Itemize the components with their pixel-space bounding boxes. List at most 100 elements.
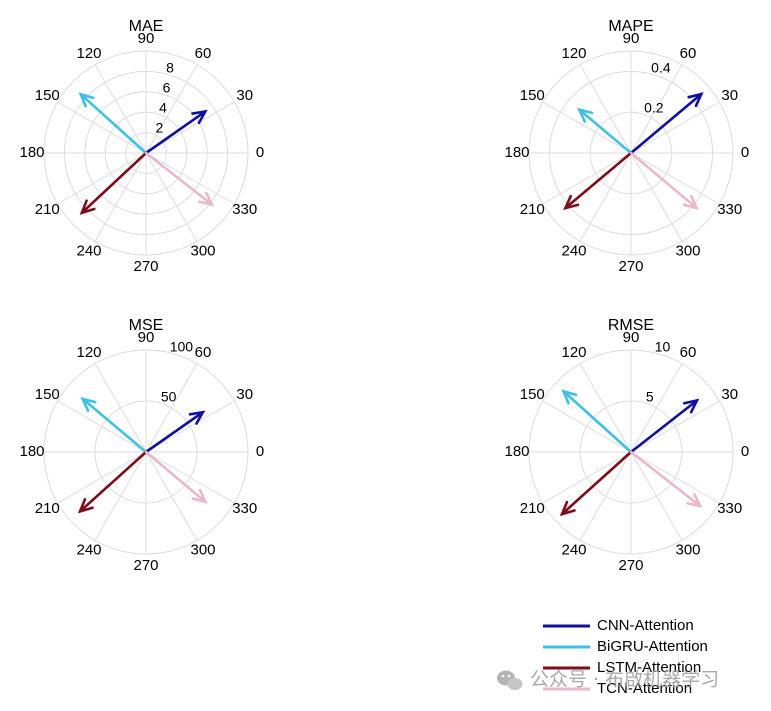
grid-spoke (542, 400, 632, 453)
angle-tick-label: 90 (138, 30, 155, 47)
arrow-lstm-attention (563, 151, 633, 210)
wechat-icon (497, 670, 523, 690)
angle-tick-label: 210 (35, 500, 60, 517)
radial-tick-label: 100 (170, 338, 194, 354)
angle-tick-label: 210 (35, 201, 60, 218)
angle-tick-label: 330 (717, 201, 742, 218)
radial-tick-label: 2 (156, 120, 164, 136)
angle-tick-label: 240 (76, 542, 101, 559)
grid-spoke (630, 64, 683, 154)
angle-tick-label: 180 (19, 443, 44, 460)
angle-tick-label: 0 (741, 443, 749, 460)
angle-tick-label: 60 (680, 344, 697, 361)
angle-tick-label: 120 (561, 45, 586, 62)
grid-spoke (145, 101, 235, 154)
grid-spoke (542, 152, 632, 205)
legend-label-lstm: LSTM-Attention (597, 659, 701, 676)
grid-spoke (579, 64, 632, 154)
angle-tick-label: 330 (717, 500, 742, 517)
radial-tick-label: 5 (646, 388, 654, 404)
radial-tick-label: 10 (655, 338, 671, 354)
arrow-bigru-attention (80, 396, 148, 454)
legend: CNN-Attention BiGRU-Attention LSTM-Atten… (543, 617, 708, 697)
grid-spoke (579, 451, 632, 541)
arrow-tcn-attention (144, 450, 208, 504)
angle-tick-label: 150 (35, 87, 60, 104)
compass-plot-mae: 0 30 60 90 120 150 180 210 240 270 300 330 2 4 6 8 MAE (19, 18, 264, 275)
plot-title: RMSE (608, 317, 654, 334)
angle-tick-label: 270 (133, 258, 158, 275)
angle-tick-label: 240 (76, 243, 101, 260)
angle-tick-label: 120 (76, 45, 101, 62)
angle-tick-label: 90 (623, 30, 640, 47)
angle-tick-label: 0 (256, 443, 264, 460)
arrow-lstm-attention (77, 450, 148, 514)
angle-tick-label: 330 (232, 500, 257, 517)
plot-title: MSE (129, 317, 164, 334)
compass-plots: 03060901201501802102402703003302468MAE03… (19, 18, 749, 574)
angle-tick-label: 60 (680, 45, 697, 62)
angle-tick-label: 150 (35, 386, 60, 403)
radial-tick-label: 0.4 (651, 59, 671, 75)
angle-tick-label: 30 (721, 386, 738, 403)
grid-spoke (542, 451, 632, 504)
arrow-tcn-attention (629, 450, 703, 508)
compass-plot-mape: 0 30 60 90 120 150 180 210 240 270 300 330 0.2 0.4 MAP… (504, 18, 749, 275)
grid-spoke (94, 363, 147, 453)
angle-tick-label: 60 (195, 45, 212, 62)
grid-spoke (145, 363, 198, 453)
grid-spoke (94, 152, 147, 242)
grid-spoke (630, 400, 720, 453)
arrow-cnn-attention (144, 109, 208, 155)
radial-tick-label: 8 (166, 59, 174, 75)
grid-spoke (542, 101, 632, 154)
angle-tick-label: 60 (195, 344, 212, 361)
angle-tick-label: 210 (520, 500, 545, 517)
radial-tick-label: 50 (161, 388, 177, 404)
angle-tick-label: 300 (190, 243, 215, 260)
arrow-cnn-attention (629, 398, 700, 454)
compass-plot-mse: 0 30 60 90 120 150 180 210 240 270 300 330 50 100 MSE (19, 317, 264, 574)
arrow-tcn-attention (629, 151, 699, 210)
arrow-tcn-attention (144, 151, 215, 207)
angle-tick-label: 120 (561, 344, 586, 361)
angle-tick-label: 270 (618, 557, 643, 574)
grid-spoke (145, 152, 235, 205)
grid-spoke (630, 152, 720, 205)
arrow-lstm-attention (79, 151, 148, 215)
plot-title: MAE (129, 18, 164, 35)
angle-tick-label: 300 (675, 542, 700, 559)
angle-tick-label: 180 (504, 144, 529, 161)
grid-spoke (630, 152, 683, 242)
angle-tick-label: 30 (236, 386, 253, 403)
arrow-lstm-attention (559, 450, 633, 517)
angle-tick-label: 210 (520, 201, 545, 218)
grid-spoke (579, 363, 632, 453)
legend-label-tcn: TCN-Attention (597, 680, 692, 697)
angle-tick-label: 240 (561, 243, 586, 260)
watermark: 公众号 · 布啟机器学习 (497, 669, 719, 691)
grid-spoke (94, 451, 147, 541)
angle-tick-label: 30 (236, 87, 253, 104)
angle-tick-label: 300 (675, 243, 700, 260)
grid-spoke (630, 363, 683, 453)
angle-tick-label: 90 (138, 329, 155, 346)
grid-spoke (145, 64, 198, 154)
grid-spoke (145, 152, 198, 242)
arrow-bigru-attention (78, 92, 148, 155)
grid-spoke (630, 451, 683, 541)
legend-label-cnn: CNN-Attention (597, 617, 694, 634)
angle-tick-label: 0 (741, 144, 749, 161)
grid-spoke (57, 451, 147, 504)
plot-title: MAPE (608, 18, 653, 35)
angle-tick-label: 90 (623, 329, 640, 346)
arrow-bigru-attention (561, 389, 633, 454)
radial-tick-label: 0.2 (644, 100, 664, 116)
watermark-text: 公众号 · 布啟机器学习 (530, 669, 719, 691)
radial-tick-label: 4 (159, 100, 167, 116)
angle-tick-label: 30 (721, 87, 738, 104)
legend-label-bigru: BiGRU-Attention (597, 638, 708, 655)
grid-spoke (630, 451, 720, 504)
